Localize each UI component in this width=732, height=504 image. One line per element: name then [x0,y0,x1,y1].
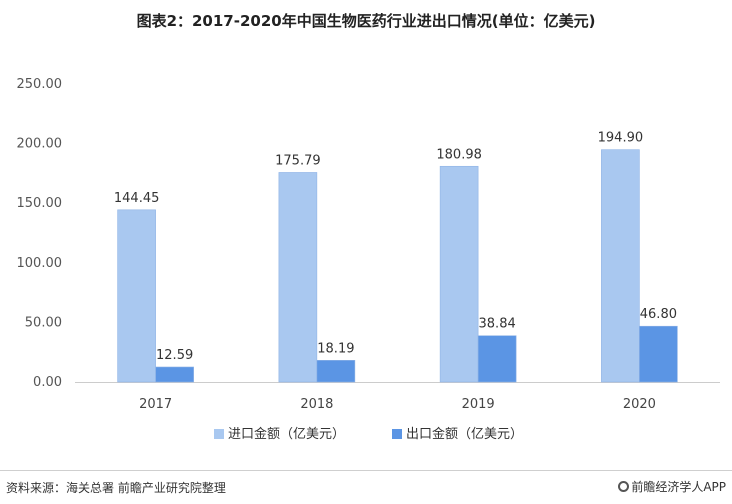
y-tick-label: 0.00 [33,375,62,390]
y-tick-label: 250.00 [17,77,63,92]
bar-import-2018 [278,172,318,383]
data-label: 180.98 [436,147,482,162]
brand-text: 前瞻经济学人APP [631,480,726,494]
data-label: 144.45 [114,191,160,206]
legend-label: 出口金额（亿美元） [406,426,523,442]
data-label: 12.59 [156,348,193,363]
y-tick-label: 50.00 [25,315,62,330]
brand-label: 前瞻经济学人APP [618,478,726,495]
x-tick-label: 2019 [462,397,495,412]
x-tick-label: 2020 [623,397,656,412]
footer: 资料来源：海关总署 前瞻产业研究院整理 前瞻经济学人APP [0,470,732,501]
bar-chart: 0.00 50.00 100.00 150.00 200.00 250.00 144.45 1… [17,77,720,442]
bar-import-2020 [601,149,640,383]
y-tick-label: 200.00 [17,137,63,152]
data-label: 38.84 [479,317,516,332]
y-tick-label: 100.00 [17,256,63,271]
bar-import-2017 [117,209,156,383]
x-tick-label: 2017 [139,397,172,412]
data-label: 46.80 [640,307,677,322]
bar-export-2019 [477,335,517,383]
y-tick-label: 150.00 [17,196,63,211]
data-label: 18.19 [317,341,354,356]
bar-export-2017 [155,366,194,383]
brand-logo-icon [618,481,630,492]
legend-swatch-import [214,429,224,439]
legend-swatch-export [392,429,402,439]
bar-export-2018 [316,360,356,383]
data-label: 194.90 [598,131,644,146]
legend-label: 进口金额（亿美元） [228,426,345,442]
bar-export-2020 [639,325,678,383]
source-note: 资料来源：海关总署 前瞻产业研究院整理 [6,481,226,495]
bar-import-2019 [439,165,479,383]
data-label: 175.79 [275,153,321,168]
x-tick-label: 2018 [300,397,333,412]
chart-title: 图表2：2017-2020年中国生物医药行业进出口情况(单位：亿美元) [136,12,596,30]
